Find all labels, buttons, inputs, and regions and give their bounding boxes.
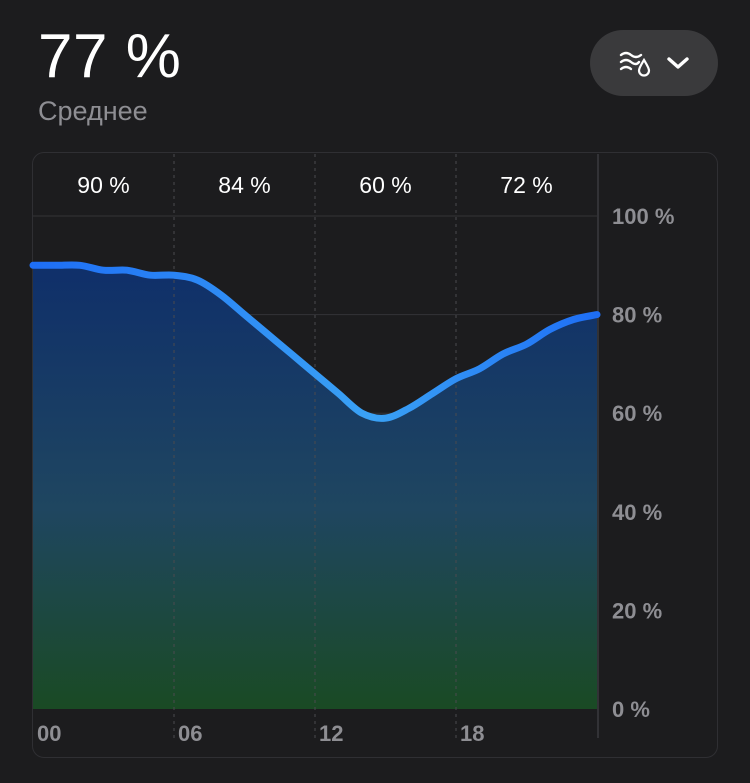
y-tick-label-1: 20 % xyxy=(612,598,662,623)
period-label-2: 60 % xyxy=(359,172,411,198)
y-tick-label-4: 80 % xyxy=(612,303,662,328)
period-label-1: 84 % xyxy=(218,172,270,198)
average-value: 77 % xyxy=(38,22,182,91)
chart-panel xyxy=(32,152,718,758)
metric-selector-button[interactable] xyxy=(590,30,718,96)
y-tick-label-0: 0 % xyxy=(612,697,650,722)
x-tick-label-2: 12 xyxy=(319,721,343,746)
y-tick-label-5: 100 % xyxy=(612,204,674,229)
x-tick-label-0: 00 xyxy=(37,721,61,746)
y-tick-label-2: 40 % xyxy=(612,500,662,525)
summary-header: 77 % Среднее xyxy=(38,22,181,127)
chevron-down-icon xyxy=(666,55,690,71)
y-tick-label-3: 60 % xyxy=(612,401,662,426)
period-label-0: 90 % xyxy=(77,172,129,198)
x-tick-label-1: 06 xyxy=(178,721,202,746)
period-label-3: 72 % xyxy=(500,172,552,198)
series-line xyxy=(29,261,601,422)
x-tick-label-3: 18 xyxy=(460,721,484,746)
humidity-icon xyxy=(618,48,654,78)
average-label: Среднее xyxy=(38,96,148,126)
